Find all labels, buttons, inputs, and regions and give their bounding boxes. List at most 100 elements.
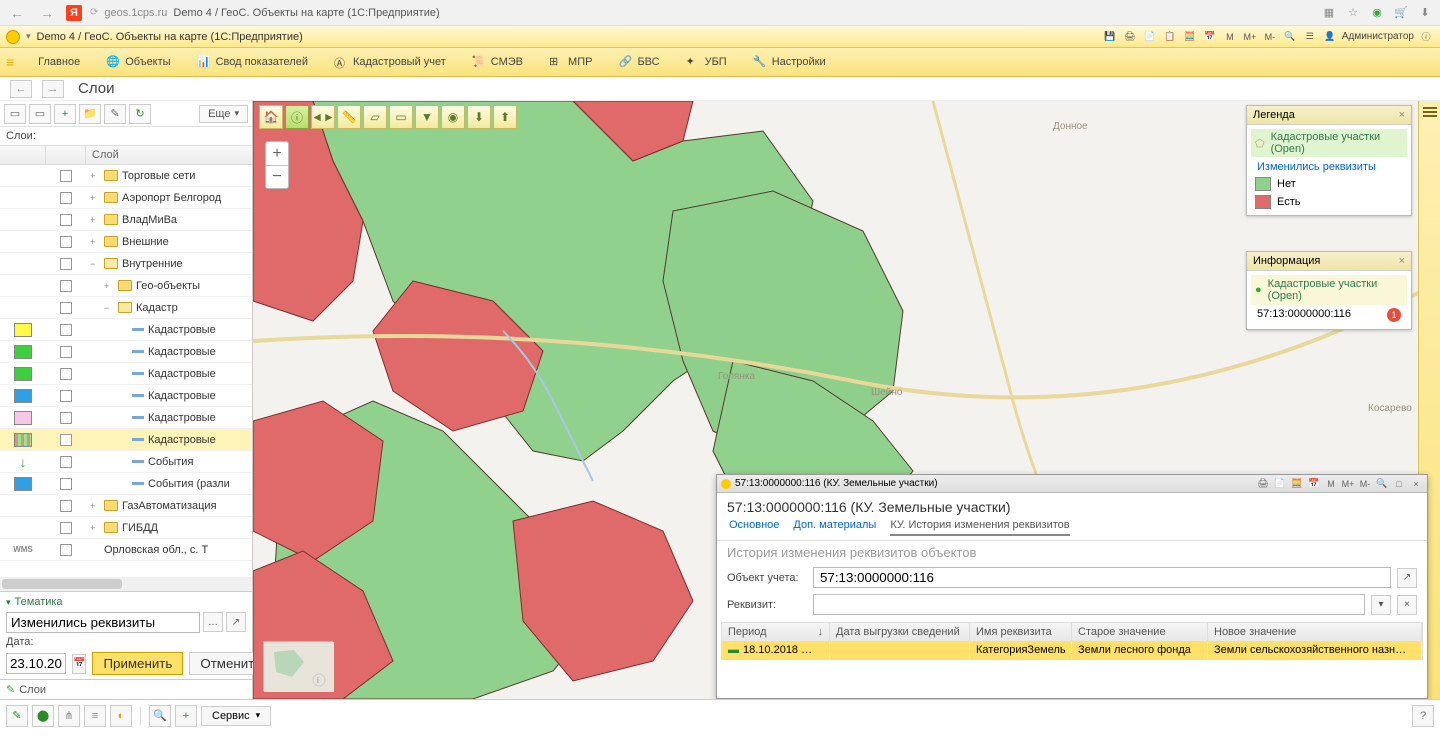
help-button[interactable]: ? xyxy=(1412,705,1434,727)
req-clear-button[interactable]: × xyxy=(1397,595,1417,615)
date-input[interactable] xyxy=(6,653,66,674)
user-icon[interactable]: 👤 xyxy=(1322,29,1338,45)
layer-checkbox[interactable] xyxy=(60,280,72,292)
tb-add-button[interactable]: + xyxy=(54,104,76,124)
dw-mm-icon[interactable]: M- xyxy=(1358,477,1372,491)
menu-smev[interactable]: 📜СМЭВ xyxy=(466,52,529,72)
thematic-open-button[interactable]: ↗ xyxy=(226,612,246,632)
print-icon[interactable]: 🖨 xyxy=(1122,29,1138,45)
tb-btn2[interactable]: ▭ xyxy=(29,104,51,124)
bb-tree-button[interactable]: ⋔ xyxy=(58,705,80,727)
dw-calc-icon[interactable]: 🧮 xyxy=(1290,477,1304,491)
menu-ubp[interactable]: ✦УБП xyxy=(680,52,733,72)
layer-row[interactable]: События (разли xyxy=(0,473,252,495)
dw-doc-icon[interactable]: 📄 xyxy=(1273,477,1287,491)
menu-settings[interactable]: 🔧Настройки xyxy=(747,52,832,72)
layer-row[interactable]: +Гео-объекты xyxy=(0,275,252,297)
calc-icon[interactable]: 🧮 xyxy=(1182,29,1198,45)
legend-layer[interactable]: ⬠Кадастровые участки (Open) xyxy=(1251,129,1407,157)
nav-fwd-button[interactable]: → xyxy=(42,80,64,98)
layers-button[interactable]: ◉ xyxy=(441,105,465,129)
layer-row[interactable]: Кадастровые xyxy=(0,363,252,385)
layer-checkbox[interactable] xyxy=(60,412,72,424)
layer-checkbox[interactable] xyxy=(60,170,72,182)
info-layer-row[interactable]: ●Кадастровые участки (Open) xyxy=(1251,275,1407,305)
dropdown-icon[interactable]: ▾ xyxy=(26,31,31,42)
zoom-icon[interactable]: 🔍 xyxy=(1282,29,1298,45)
thematic-input[interactable] xyxy=(6,612,200,633)
layer-checkbox[interactable] xyxy=(60,456,72,468)
pin-button[interactable]: ⬇ xyxy=(467,105,491,129)
tab-materials[interactable]: Доп. материалы xyxy=(793,519,876,536)
layer-checkbox[interactable] xyxy=(60,324,72,336)
dw-zoom-icon[interactable]: 🔍 xyxy=(1375,477,1389,491)
info-button[interactable]: ⓘ xyxy=(285,105,309,129)
download-icon[interactable]: ⬇ xyxy=(1416,4,1434,22)
layer-row[interactable]: Кадастровые xyxy=(0,319,252,341)
th-period[interactable]: Период↓ xyxy=(722,623,830,641)
layer-checkbox[interactable] xyxy=(60,390,72,402)
dw-max-icon[interactable]: □ xyxy=(1392,477,1406,491)
menu-objects[interactable]: 🌐Объекты xyxy=(100,52,176,72)
hamburger-icon[interactable]: ≡ xyxy=(6,54,14,70)
info-icon[interactable]: ⓘ xyxy=(1418,29,1434,45)
legend-close-icon[interactable]: × xyxy=(1399,109,1405,121)
map-area[interactable]: 🏠 ⓘ ◄► 📏 ▱ ▭ ▼ ◉ ⬇ ⬆ + − xyxy=(253,101,1440,699)
layer-row[interactable]: +Внешние xyxy=(0,231,252,253)
m-icon[interactable]: M xyxy=(1222,29,1238,45)
minimap[interactable]: i xyxy=(263,641,333,691)
dw-mp-icon[interactable]: M+ xyxy=(1341,477,1355,491)
layer-checkbox[interactable] xyxy=(60,302,72,314)
star-icon[interactable]: ☆ xyxy=(1344,4,1362,22)
layer-row[interactable]: −Кадастр xyxy=(0,297,252,319)
tab-history[interactable]: КУ. История изменения реквизитов xyxy=(890,519,1069,536)
th-name[interactable]: Имя реквизита xyxy=(970,623,1072,641)
m-plus-icon[interactable]: M+ xyxy=(1242,29,1258,45)
req-input[interactable] xyxy=(813,594,1365,615)
url-bar[interactable]: ⟳ geos.1cps.ru Demo 4 / ГеоС. Объекты на… xyxy=(90,7,1312,19)
info-close-icon[interactable]: × xyxy=(1399,255,1405,267)
layer-row[interactable]: +ГИБДД xyxy=(0,517,252,539)
th-date[interactable]: Дата выгрузки сведений xyxy=(830,623,970,641)
apply-button[interactable]: Применить xyxy=(92,652,183,675)
doc-icon[interactable]: 📄 xyxy=(1142,29,1158,45)
layer-checkbox[interactable] xyxy=(60,368,72,380)
dw-cal-icon[interactable]: 📅 xyxy=(1307,477,1321,491)
layer-checkbox[interactable] xyxy=(60,500,72,512)
h-scrollbar[interactable] xyxy=(0,577,252,591)
tb-folder-button[interactable]: 📁 xyxy=(79,104,101,124)
layer-checkbox[interactable] xyxy=(60,214,72,226)
layer-checkbox[interactable] xyxy=(60,434,72,446)
th-new[interactable]: Новое значение xyxy=(1208,623,1422,641)
tb-btn1[interactable]: ▭ xyxy=(4,104,26,124)
obj-open-button[interactable]: ↗ xyxy=(1397,568,1417,588)
list-icon[interactable]: ☰ xyxy=(1302,29,1318,45)
layer-checkbox[interactable] xyxy=(60,522,72,534)
layer-row[interactable]: +Торговые сети xyxy=(0,165,252,187)
bb-add-button[interactable]: + xyxy=(175,705,197,727)
ruler-button[interactable]: 📏 xyxy=(337,105,361,129)
tb-refresh-button[interactable]: ↻ xyxy=(129,104,151,124)
menu-bvs[interactable]: 🔗БВС xyxy=(612,52,665,72)
shield-icon[interactable]: ◉ xyxy=(1368,4,1386,22)
menu-main[interactable]: Главное xyxy=(32,53,86,71)
copy-icon[interactable]: 📋 xyxy=(1162,29,1178,45)
back-arrow[interactable]: ← xyxy=(6,5,28,21)
menu-cadastre[interactable]: ⒶКадастровый учет xyxy=(328,52,452,72)
layer-row[interactable]: ↓События xyxy=(0,451,252,473)
dw-print-icon[interactable]: 🖨 xyxy=(1256,477,1270,491)
save-icon[interactable]: 💾 xyxy=(1102,29,1118,45)
thematic-toggle[interactable]: ▾Тематика xyxy=(6,596,246,608)
dw-close-icon[interactable]: × xyxy=(1409,477,1423,491)
thematic-pick-button[interactable]: … xyxy=(203,612,223,632)
shape-button[interactable]: ▱ xyxy=(363,105,387,129)
layer-row[interactable]: Кадастровые xyxy=(0,341,252,363)
layer-row[interactable]: Кадастровые xyxy=(0,429,252,451)
layer-checkbox[interactable] xyxy=(60,192,72,204)
layer-checkbox[interactable] xyxy=(60,544,72,556)
bb-edit-button[interactable]: ✎ xyxy=(6,705,28,727)
obj-input[interactable] xyxy=(813,567,1391,588)
layer-row[interactable]: +ГазАвтоматизация xyxy=(0,495,252,517)
nav-back-button[interactable]: ← xyxy=(10,80,32,98)
filter-button[interactable]: ▼ xyxy=(415,105,439,129)
